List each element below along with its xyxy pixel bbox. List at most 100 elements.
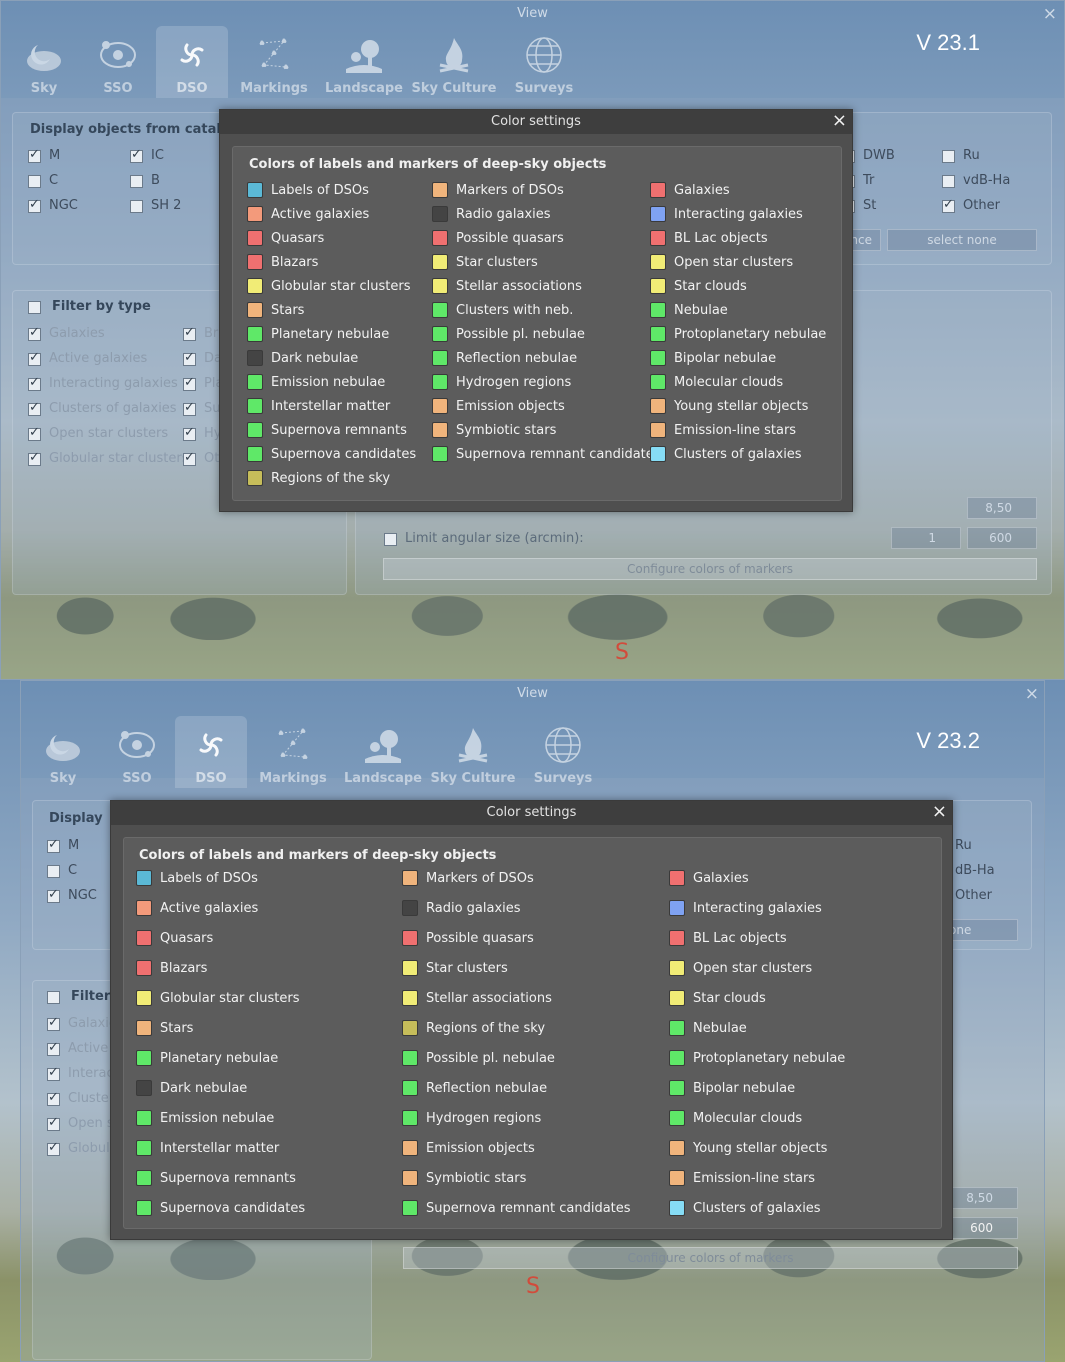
filter-by-type-checkbox[interactable] <box>47 991 60 1004</box>
color-swatch-button[interactable] <box>669 960 685 976</box>
filter2-br-checkbox[interactable] <box>183 325 196 341</box>
color-swatch-button[interactable] <box>402 1200 418 1216</box>
color-swatch-button[interactable] <box>432 302 448 318</box>
catalog-ngc-checkbox[interactable] <box>47 887 60 903</box>
color-swatch-button[interactable] <box>402 900 418 916</box>
color-swatch-button[interactable] <box>432 350 448 366</box>
color-swatch-button[interactable] <box>650 278 666 294</box>
color-swatch-button[interactable] <box>650 374 666 390</box>
color-swatch-button[interactable] <box>669 900 685 916</box>
filter-active-checkbox[interactable] <box>47 1040 60 1056</box>
color-swatch-button[interactable] <box>247 470 263 486</box>
color-swatch-button[interactable] <box>432 398 448 414</box>
color-swatch-button[interactable] <box>650 302 666 318</box>
filter2-su-checkbox[interactable] <box>183 400 196 416</box>
color-swatch-button[interactable] <box>247 398 263 414</box>
color-swatch-button[interactable] <box>402 1110 418 1126</box>
dialog-close-button[interactable]: × <box>831 110 847 131</box>
color-swatch-button[interactable] <box>402 1080 418 1096</box>
tab-dso[interactable]: DSO <box>156 26 228 98</box>
filter-interac-checkbox[interactable] <box>47 1065 60 1081</box>
color-swatch-button[interactable] <box>432 278 448 294</box>
color-swatch-button[interactable] <box>247 182 263 198</box>
catalog-sh-2-checkbox[interactable] <box>130 200 143 213</box>
limit-magnitude-spinbox[interactable]: 8,50 <box>967 497 1037 519</box>
tab-sky[interactable]: Sky <box>8 26 80 98</box>
color-swatch-button[interactable] <box>669 990 685 1006</box>
color-swatch-button[interactable] <box>247 278 263 294</box>
color-swatch-button[interactable] <box>650 422 666 438</box>
color-swatch-button[interactable] <box>432 182 448 198</box>
color-swatch-button[interactable] <box>402 1050 418 1066</box>
color-swatch-button[interactable] <box>136 900 152 916</box>
tab-landscape[interactable]: Landscape <box>320 26 408 98</box>
filter-active-galaxies-checkbox[interactable] <box>28 350 41 366</box>
color-swatch-button[interactable] <box>136 1140 152 1156</box>
filter-clusters-of-galaxies-checkbox[interactable] <box>28 400 41 416</box>
tab-sky-culture[interactable]: Sky Culture <box>410 26 498 98</box>
limit-size-max-spinbox[interactable]: 600 <box>948 1217 1018 1239</box>
filter-open-s-checkbox[interactable] <box>47 1115 60 1131</box>
tab-landscape[interactable]: Landscape <box>339 716 427 788</box>
color-swatch-button[interactable] <box>432 422 448 438</box>
color-swatch-button[interactable] <box>432 254 448 270</box>
color-swatch-button[interactable] <box>247 302 263 318</box>
filter-interacting-galaxies-checkbox[interactable] <box>28 375 41 391</box>
color-swatch-button[interactable] <box>402 990 418 1006</box>
catalog-b-checkbox[interactable] <box>130 175 143 188</box>
tab-sso[interactable]: SSO <box>82 26 154 98</box>
color-swatch-button[interactable] <box>432 326 448 342</box>
filter-globul-checkbox[interactable] <box>47 1140 60 1156</box>
filter-by-type-checkbox[interactable] <box>28 301 41 314</box>
tab-surveys[interactable]: Surveys <box>500 26 588 98</box>
tab-markings[interactable]: Markings <box>230 26 318 98</box>
color-swatch-button[interactable] <box>136 930 152 946</box>
catalog-ic-checkbox[interactable] <box>130 147 143 163</box>
color-swatch-button[interactable] <box>650 398 666 414</box>
filter-cluste-checkbox[interactable] <box>47 1090 60 1106</box>
filter-globular-star-clusters-checkbox[interactable] <box>28 450 41 466</box>
color-swatch-button[interactable] <box>136 1020 152 1036</box>
catalog-m-checkbox[interactable] <box>47 837 60 853</box>
color-swatch-button[interactable] <box>247 446 263 462</box>
limit-size-min-spinbox[interactable]: 1 <box>891 527 961 549</box>
catalog-ru-checkbox[interactable] <box>942 150 955 163</box>
color-swatch-button[interactable] <box>669 1200 685 1216</box>
limit-size-max-spinbox[interactable]: 600 <box>967 527 1037 549</box>
catalog-m-checkbox[interactable] <box>28 147 41 163</box>
color-swatch-button[interactable] <box>669 1080 685 1096</box>
filter-galaxies-checkbox[interactable] <box>28 325 41 341</box>
window-close-button[interactable]: × <box>1024 684 1039 704</box>
filter2-da-checkbox[interactable] <box>183 350 196 366</box>
color-swatch-button[interactable] <box>402 1170 418 1186</box>
color-swatch-button[interactable] <box>136 1050 152 1066</box>
filter-galaxie-checkbox[interactable] <box>47 1015 60 1031</box>
limit-size-checkbox[interactable] <box>384 533 397 546</box>
color-swatch-button[interactable] <box>247 254 263 270</box>
catalog-c-checkbox[interactable] <box>47 865 60 878</box>
color-swatch-button[interactable] <box>247 230 263 246</box>
color-swatch-button[interactable] <box>669 1050 685 1066</box>
color-swatch-button[interactable] <box>650 254 666 270</box>
color-swatch-button[interactable] <box>669 1110 685 1126</box>
tab-dso[interactable]: DSO <box>175 716 247 788</box>
color-swatch-button[interactable] <box>136 990 152 1006</box>
color-swatch-button[interactable] <box>432 374 448 390</box>
color-swatch-button[interactable] <box>650 326 666 342</box>
color-swatch-button[interactable] <box>402 870 418 886</box>
color-swatch-button[interactable] <box>136 1080 152 1096</box>
color-swatch-button[interactable] <box>136 1170 152 1186</box>
color-swatch-button[interactable] <box>669 870 685 886</box>
catalog-vdb-ha-checkbox[interactable] <box>942 175 955 188</box>
color-swatch-button[interactable] <box>247 374 263 390</box>
window-close-button[interactable]: × <box>1042 4 1057 24</box>
tab-sso[interactable]: SSO <box>101 716 173 788</box>
filter-open-star-clusters-checkbox[interactable] <box>28 425 41 441</box>
color-swatch-button[interactable] <box>669 930 685 946</box>
tab-surveys[interactable]: Surveys <box>519 716 607 788</box>
color-swatch-button[interactable] <box>136 870 152 886</box>
color-swatch-button[interactable] <box>136 1110 152 1126</box>
filter2-pla-checkbox[interactable] <box>183 375 196 391</box>
color-swatch-button[interactable] <box>247 206 263 222</box>
filter2-hy-checkbox[interactable] <box>183 425 196 441</box>
